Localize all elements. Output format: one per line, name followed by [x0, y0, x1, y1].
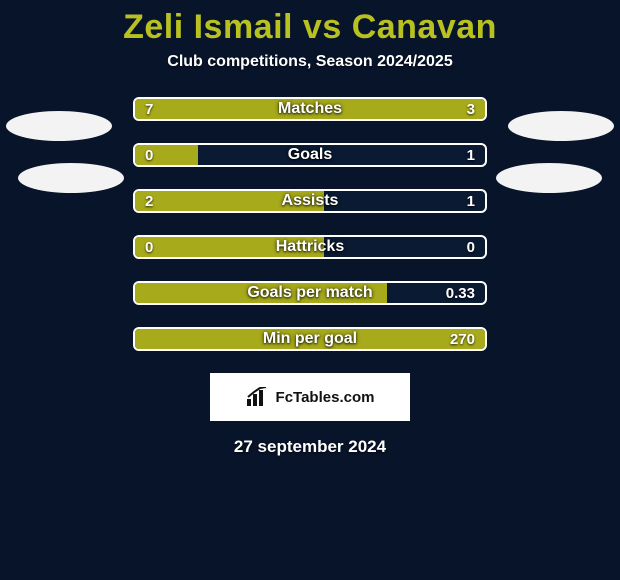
stat-label: Goals per match: [135, 283, 485, 303]
stat-label: Assists: [135, 191, 485, 211]
player-right-avatar-1: [508, 111, 614, 141]
bars-container: 7Matches30Goals12Assists10Hattricks0Goal…: [133, 97, 487, 351]
stat-label: Hattricks: [135, 237, 485, 257]
player-left-avatar-2: [18, 163, 124, 193]
subtitle: Club competitions, Season 2024/2025: [0, 53, 620, 71]
stat-value-right: 0: [457, 237, 485, 257]
stat-value-right: 270: [440, 329, 485, 349]
stat-value-right: 1: [457, 191, 485, 211]
player-right-avatar-2: [496, 163, 602, 193]
stat-value-right: 3: [457, 99, 485, 119]
date-text: 27 september 2024: [0, 437, 620, 457]
comparison-chart: 7Matches30Goals12Assists10Hattricks0Goal…: [0, 97, 620, 351]
stat-value-right: 0.33: [436, 283, 485, 303]
stat-row: 0Goals1: [133, 143, 487, 167]
brand-box: FcTables.com: [210, 373, 410, 421]
fctables-logo-icon: [246, 387, 270, 407]
page-title: Zeli Ismail vs Canavan: [0, 0, 620, 47]
stat-row: 0Hattricks0: [133, 235, 487, 259]
stat-row: Goals per match0.33: [133, 281, 487, 305]
stat-label: Goals: [135, 145, 485, 165]
player-left-avatar-1: [6, 111, 112, 141]
brand-text: FcTables.com: [276, 389, 375, 406]
stat-label: Matches: [135, 99, 485, 119]
stat-row: 2Assists1: [133, 189, 487, 213]
stat-row: Min per goal270: [133, 327, 487, 351]
stat-value-right: 1: [457, 145, 485, 165]
stat-label: Min per goal: [135, 329, 485, 349]
stat-row: 7Matches3: [133, 97, 487, 121]
